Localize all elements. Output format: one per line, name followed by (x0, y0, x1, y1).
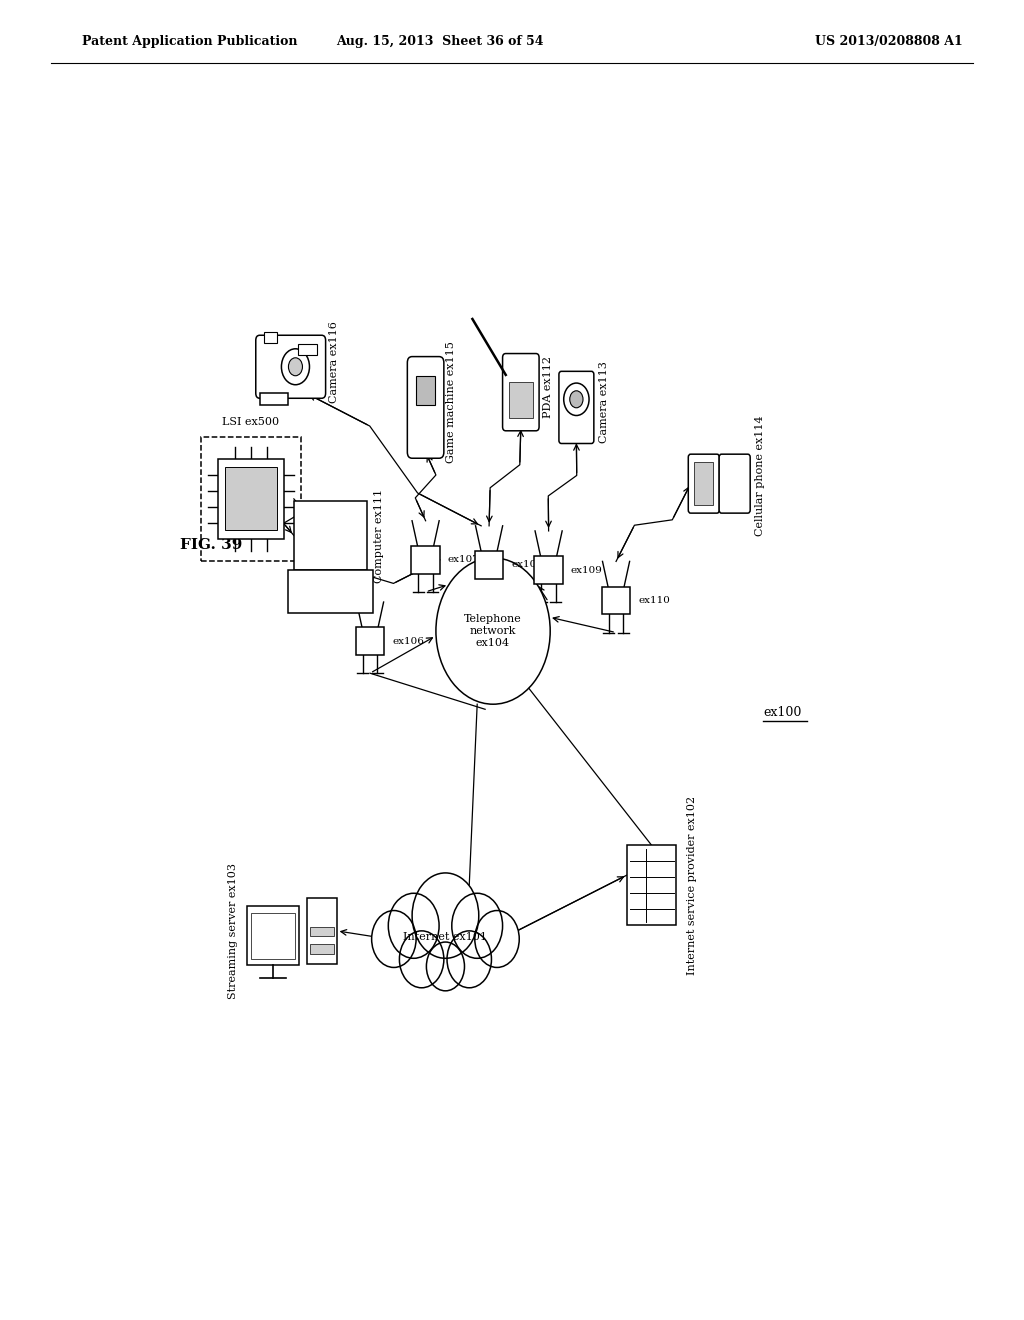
Circle shape (372, 911, 416, 968)
Text: Camera ex116: Camera ex116 (330, 321, 339, 403)
Bar (309, 944, 334, 954)
Circle shape (289, 358, 302, 376)
Text: Game machine ex115: Game machine ex115 (446, 342, 456, 463)
Bar (260, 393, 288, 405)
Text: Internet ex101: Internet ex101 (403, 932, 487, 942)
Text: Computer ex111: Computer ex111 (374, 488, 384, 582)
Bar (416, 376, 435, 405)
Circle shape (452, 894, 503, 958)
Text: US 2013/0208808 A1: US 2013/0208808 A1 (815, 34, 963, 48)
Text: Aug. 15, 2013  Sheet 36 of 54: Aug. 15, 2013 Sheet 36 of 54 (337, 34, 544, 48)
Circle shape (282, 348, 309, 384)
FancyBboxPatch shape (719, 454, 751, 513)
Text: Streaming server ex103: Streaming server ex103 (227, 863, 238, 999)
Bar (251, 912, 295, 960)
Bar (298, 343, 316, 355)
Circle shape (447, 931, 492, 987)
Circle shape (569, 391, 583, 408)
Circle shape (388, 894, 439, 958)
Bar (288, 570, 373, 612)
Text: ex100: ex100 (763, 706, 801, 719)
Bar (509, 381, 532, 417)
Bar (201, 437, 301, 561)
Circle shape (475, 911, 519, 968)
Text: LSI ex500: LSI ex500 (222, 417, 280, 426)
Text: ex108: ex108 (511, 561, 543, 569)
FancyBboxPatch shape (688, 454, 719, 513)
Bar (247, 907, 299, 965)
Bar (264, 331, 278, 343)
FancyBboxPatch shape (503, 354, 539, 430)
Bar (602, 587, 631, 614)
Bar (294, 500, 367, 570)
FancyBboxPatch shape (408, 356, 443, 458)
Bar (355, 627, 384, 655)
Bar (218, 459, 284, 539)
Circle shape (436, 558, 550, 704)
Text: Camera ex113: Camera ex113 (599, 362, 609, 444)
Text: Internet service provider ex102: Internet service provider ex102 (687, 796, 697, 974)
Bar (306, 898, 337, 964)
Circle shape (426, 942, 465, 991)
Circle shape (564, 383, 589, 416)
Bar (475, 552, 504, 578)
Bar (309, 928, 334, 936)
Text: PDA ex112: PDA ex112 (543, 356, 553, 418)
Circle shape (412, 873, 479, 958)
FancyBboxPatch shape (256, 335, 326, 399)
Text: ex107: ex107 (447, 556, 479, 565)
Circle shape (399, 931, 443, 987)
Bar (535, 556, 563, 583)
Text: Cellular phone ex114: Cellular phone ex114 (756, 416, 766, 536)
Text: FIG. 39: FIG. 39 (179, 537, 242, 552)
Bar (225, 467, 278, 531)
Text: ex109: ex109 (570, 565, 603, 574)
Text: ex106: ex106 (392, 636, 424, 645)
Bar (694, 462, 713, 506)
Bar (627, 846, 677, 925)
Bar (412, 546, 440, 574)
Text: ex110: ex110 (638, 597, 670, 605)
Text: Patent Application Publication: Patent Application Publication (82, 34, 297, 48)
FancyBboxPatch shape (559, 371, 594, 444)
Text: Telephone
network
ex104: Telephone network ex104 (464, 614, 522, 648)
